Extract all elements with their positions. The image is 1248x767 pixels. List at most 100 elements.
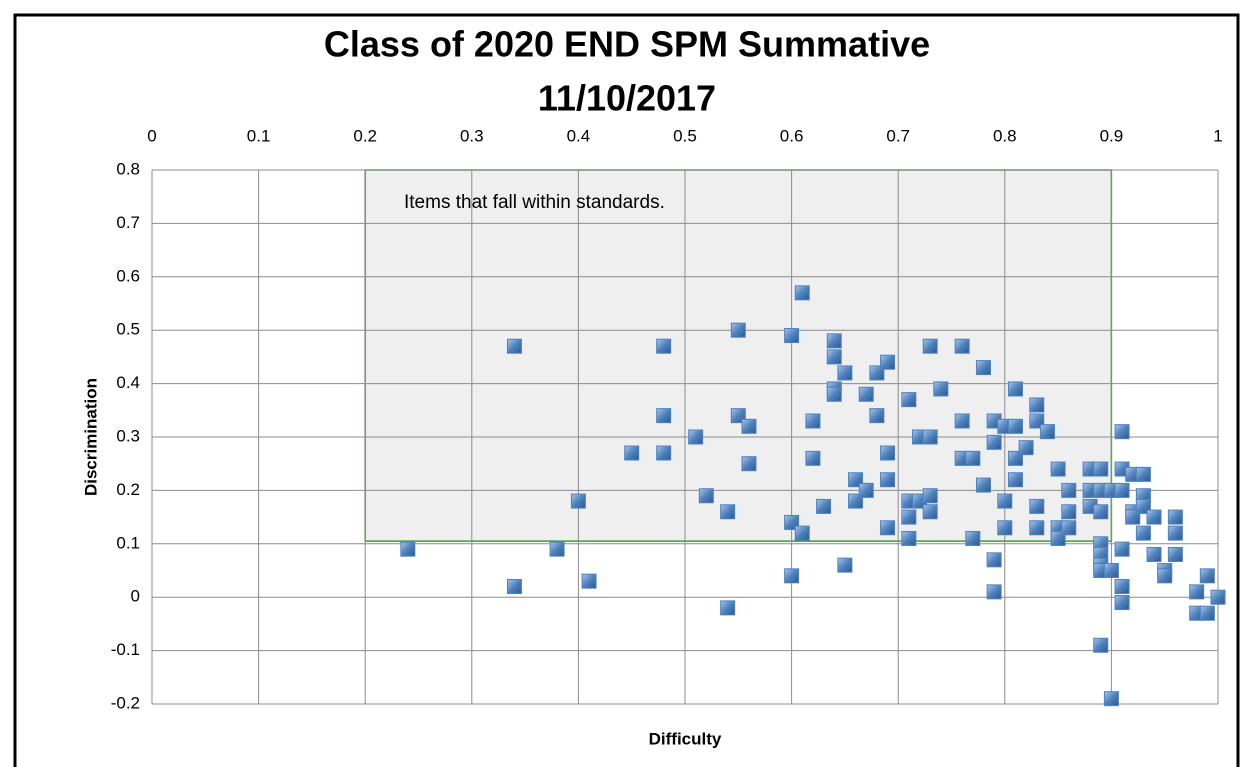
data-point [1146, 509, 1162, 525]
data-point [1103, 563, 1119, 578]
data-point [656, 408, 672, 424]
data-point [794, 525, 810, 541]
data-point [1199, 605, 1215, 621]
x-tick-label: 0.7 [886, 126, 910, 145]
data-point [784, 568, 800, 584]
data-point [1039, 424, 1055, 440]
chart-frame [13, 13, 1240, 767]
data-point [975, 360, 991, 376]
y-tick-label: 0.2 [116, 480, 140, 499]
y-tick-label: 0.7 [116, 213, 140, 232]
data-point [880, 354, 896, 370]
data-point [1167, 546, 1183, 562]
y-tick-label: -0.1 [111, 640, 140, 659]
data-point [506, 579, 522, 595]
data-point [901, 392, 917, 408]
data-point [805, 413, 821, 429]
data-point [826, 349, 842, 365]
data-point [1114, 482, 1130, 498]
data-point [1114, 595, 1130, 611]
data-point [400, 541, 416, 557]
data-point [624, 445, 640, 461]
data-point [1093, 637, 1109, 653]
data-point [581, 573, 597, 589]
data-point [880, 445, 896, 461]
x-tick-label: 0 [147, 126, 156, 145]
data-point [1061, 504, 1077, 520]
x-tick-label: 1 [1213, 126, 1222, 145]
x-tick-label: 0.4 [567, 126, 591, 145]
y-tick-label: 0.1 [116, 533, 140, 552]
y-tick-label: 0.5 [116, 320, 140, 339]
data-point [901, 509, 917, 525]
data-point [1135, 466, 1151, 482]
data-point [901, 530, 917, 546]
x-tick-label: 0.9 [1100, 126, 1124, 145]
y-axis-label: Discrimination [81, 378, 100, 496]
data-point [570, 493, 586, 509]
data-point [1103, 691, 1119, 707]
data-point [1007, 472, 1023, 488]
data-point [1114, 424, 1130, 440]
data-point [997, 493, 1013, 509]
data-point [1114, 579, 1130, 595]
data-point [741, 456, 757, 472]
data-point [965, 450, 981, 466]
x-axis-label: Difficulty [649, 729, 722, 748]
data-point [1018, 440, 1034, 456]
x-tick-label: 0.2 [353, 126, 377, 145]
data-point [986, 552, 1002, 568]
data-point [720, 600, 736, 616]
data-point [1007, 381, 1023, 397]
y-tick-label: 0 [131, 587, 140, 606]
data-point [1114, 541, 1130, 557]
data-point [880, 520, 896, 536]
data-point [922, 338, 938, 354]
data-point [1146, 546, 1162, 562]
data-point [837, 557, 853, 573]
data-point [1167, 509, 1183, 525]
data-point [1029, 397, 1045, 413]
data-point [858, 386, 874, 402]
data-point [954, 338, 970, 354]
data-point [688, 429, 704, 445]
data-point [1061, 482, 1077, 498]
data-point [741, 418, 757, 434]
data-point [1189, 584, 1205, 600]
data-point [922, 488, 938, 504]
chart-subtitle: 11/10/2017 [538, 78, 716, 119]
data-point [549, 541, 565, 557]
data-point [1167, 525, 1183, 541]
data-point [816, 498, 832, 514]
y-tick-label: 0.8 [116, 159, 140, 178]
y-tick-label: 0.4 [116, 373, 140, 392]
data-point [826, 333, 842, 349]
data-point [784, 328, 800, 344]
data-point [1093, 504, 1109, 520]
data-point [794, 285, 810, 301]
data-point [986, 434, 1002, 450]
data-point [1199, 568, 1215, 584]
data-point [506, 338, 522, 354]
data-point [965, 530, 981, 546]
data-point [1029, 498, 1045, 514]
data-point [858, 482, 874, 498]
data-point [880, 472, 896, 488]
data-point [826, 386, 842, 402]
data-point [805, 450, 821, 466]
x-tick-label: 0.1 [247, 126, 271, 145]
data-point [986, 584, 1002, 600]
x-tick-label: 0.3 [460, 126, 484, 145]
data-point [1157, 568, 1173, 584]
x-tick-label: 0.8 [993, 126, 1017, 145]
data-point [698, 488, 714, 504]
data-point [1135, 525, 1151, 541]
data-point [730, 322, 746, 338]
chart-title: Class of 2020 END SPM Summative [324, 24, 930, 65]
data-point [997, 520, 1013, 536]
x-tick-label: 0.6 [780, 126, 804, 145]
data-point [1061, 520, 1077, 536]
standards-region [364, 169, 1113, 542]
data-point [933, 381, 949, 397]
